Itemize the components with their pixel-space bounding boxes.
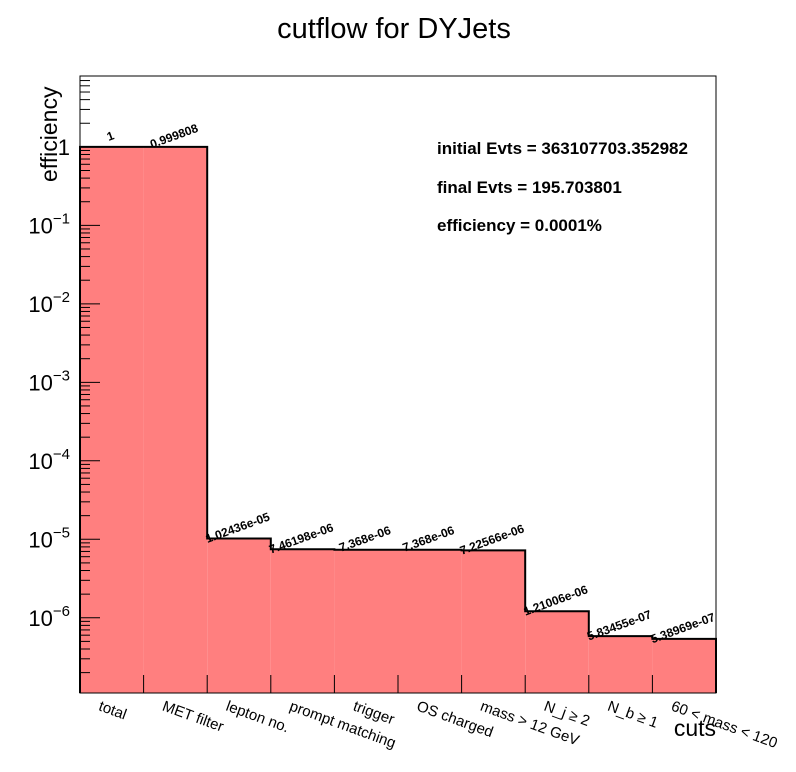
bar-1 <box>143 146 208 693</box>
initial-events-text: initial Evts = 363107703.352982 <box>437 139 688 158</box>
bar-2 <box>207 538 271 693</box>
y-tick-label: 10−5 <box>28 524 70 552</box>
efficiency-text: efficiency = 0.0001% <box>437 216 602 235</box>
final-events-text: final Evts = 195.703801 <box>437 178 622 197</box>
y-tick-label: 10−1 <box>28 210 70 238</box>
y-axis-ticks: 10−6 10−5 10−4 10−3 10−2 10−1 1 <box>28 75 100 674</box>
x-axis-title: cuts <box>674 715 716 741</box>
y-axis-title: efficiency <box>36 86 62 182</box>
bar-value-label-0: 1 <box>105 128 116 144</box>
y-tick-label: 10−4 <box>28 446 70 474</box>
bar-9 <box>652 638 716 693</box>
y-tick-label: 10−3 <box>28 367 70 395</box>
histogram-outline <box>79 145 717 693</box>
chart-title: cutflow for DYJets <box>277 13 511 45</box>
y-tick-label: 10−2 <box>28 289 70 317</box>
y-tick-label: 1 <box>58 135 70 160</box>
y-tick-label: 10−6 <box>28 603 70 631</box>
bar-6 <box>461 550 526 693</box>
bars-group <box>80 146 716 694</box>
bar-0 <box>80 146 144 694</box>
bar-4 <box>334 549 398 693</box>
bar-5 <box>398 549 462 693</box>
bar-8 <box>588 636 653 693</box>
bar-7 <box>525 611 589 693</box>
bar-3 <box>270 549 335 693</box>
